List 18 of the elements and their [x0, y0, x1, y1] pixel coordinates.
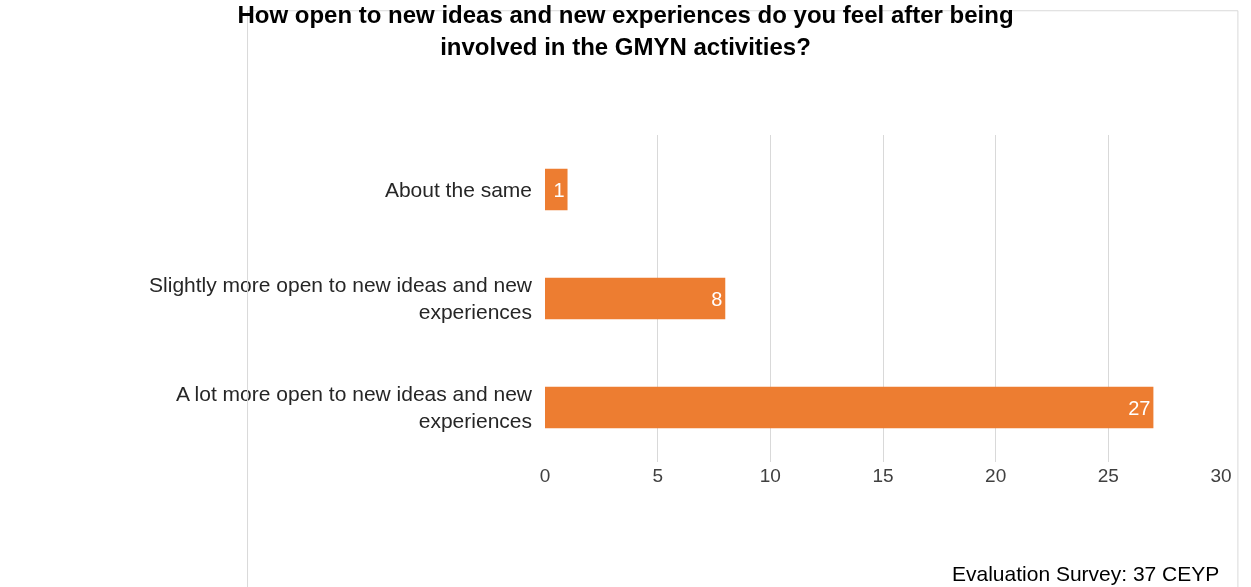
bar	[545, 277, 726, 320]
bar	[545, 168, 568, 211]
text: Evaluation Survey: 37 CEYP	[952, 562, 1220, 585]
y-tick-label: About the same	[384, 177, 532, 201]
x-tick-label: 0	[539, 465, 551, 486]
data-label: 8	[711, 287, 723, 310]
x-tick-label: 5	[652, 465, 663, 486]
data-label: 1	[553, 178, 565, 201]
bar	[545, 386, 1154, 429]
x-tick-label: 20	[985, 465, 1007, 486]
y-tick-label: A lot more open to new ideas and new experiences	[175, 382, 533, 433]
data-label: 27	[1128, 396, 1151, 419]
x-tick-label: 10	[759, 465, 781, 486]
x-tick-label: 25	[1097, 465, 1119, 486]
x-tick-label: 30	[1210, 465, 1232, 486]
y-tick-label: Slightly more open to new ideas and new experiences	[149, 273, 533, 324]
chart-title: How open to new ideas and new experiences do you feel after being involved in the GMYN activities?	[237, 1, 1014, 60]
x-tick-label: 15	[872, 465, 894, 486]
